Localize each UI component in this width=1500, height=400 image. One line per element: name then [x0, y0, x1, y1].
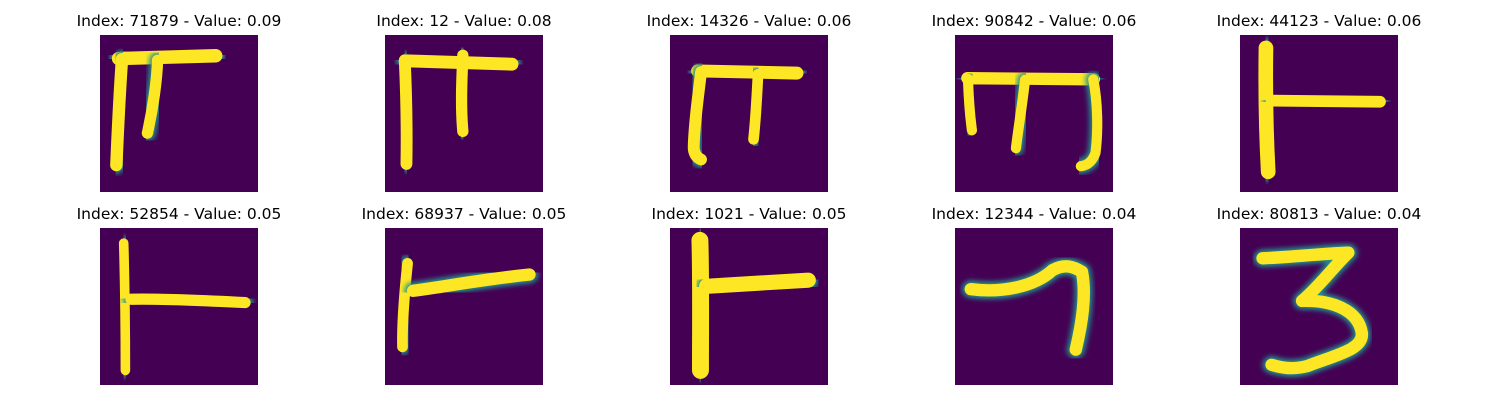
stroke-core [125, 293, 251, 309]
glyph-strokes [685, 61, 806, 168]
glyph-strokes [962, 257, 1093, 359]
stroke-core [398, 54, 413, 170]
character-image [1240, 228, 1398, 385]
panel-title: Index: 68937 - Value: 0.05 [361, 205, 567, 223]
stroke-core [1010, 74, 1031, 154]
stroke-core [691, 64, 804, 80]
sample-panel: Index: 90842 - Value: 0.06 [904, 10, 1164, 200]
glyph-strokes [688, 229, 819, 382]
stroke-core [397, 257, 413, 353]
stroke-core [111, 49, 223, 66]
stroke-core [455, 49, 469, 138]
glyph-strokes [394, 255, 539, 355]
stroke-core [110, 52, 129, 172]
glyph-strokes [107, 46, 225, 174]
character-image [670, 35, 828, 192]
character-image [100, 35, 258, 192]
glyph-strokes [958, 69, 1105, 174]
sample-panel: Index: 44123 - Value: 0.06 [1189, 10, 1449, 200]
glyph-strokes [396, 47, 521, 173]
glyph-strokes [1255, 38, 1389, 182]
stroke-core [687, 66, 707, 166]
glyph-strokes [116, 235, 254, 378]
stroke-core [118, 238, 131, 376]
stroke-core [1258, 40, 1276, 180]
stroke-core [407, 268, 536, 297]
stroke-core [691, 231, 710, 379]
panel-title: Index: 80813 - Value: 0.04 [1216, 205, 1422, 223]
panel-title: Index: 44123 - Value: 0.06 [1216, 12, 1422, 30]
character-image [955, 35, 1113, 192]
character-image [955, 228, 1113, 385]
sample-panel: Index: 12344 - Value: 0.04 [904, 203, 1164, 393]
sample-panel: Index: 12 - Value: 0.08 [334, 10, 594, 200]
panel-title: Index: 52854 - Value: 0.05 [76, 205, 282, 223]
sample-panel: Index: 80813 - Value: 0.04 [1189, 203, 1449, 393]
panel-title: Index: 14326 - Value: 0.06 [646, 12, 852, 30]
stroke-core [1075, 74, 1103, 172]
character-image [100, 228, 258, 385]
stroke-core [1256, 246, 1369, 375]
panel-title: Index: 12 - Value: 0.08 [376, 12, 552, 30]
character-image [1240, 35, 1398, 192]
stroke-core [962, 73, 978, 136]
stroke-core [748, 68, 764, 145]
stroke-core [699, 272, 816, 294]
sample-panel: Index: 14326 - Value: 0.06 [619, 10, 879, 200]
panel-title: Index: 1021 - Value: 0.05 [651, 205, 847, 223]
panel-title: Index: 71879 - Value: 0.09 [76, 12, 282, 30]
sample-panel: Index: 52854 - Value: 0.05 [49, 203, 309, 393]
character-image [670, 228, 828, 385]
character-image [385, 35, 543, 192]
stroke-core [1265, 94, 1386, 108]
sample-panel: Index: 68937 - Value: 0.05 [334, 203, 594, 393]
character-image [385, 228, 543, 385]
glyph-strokes [1253, 243, 1371, 377]
stroke-core [141, 54, 164, 139]
sample-panel: Index: 1021 - Value: 0.05 [619, 203, 879, 393]
panel-title: Index: 90842 - Value: 0.06 [931, 12, 1137, 30]
panel-title: Index: 12344 - Value: 0.04 [931, 205, 1137, 223]
stroke-core [964, 260, 1090, 356]
sample-panel: Index: 71879 - Value: 0.09 [49, 10, 309, 200]
